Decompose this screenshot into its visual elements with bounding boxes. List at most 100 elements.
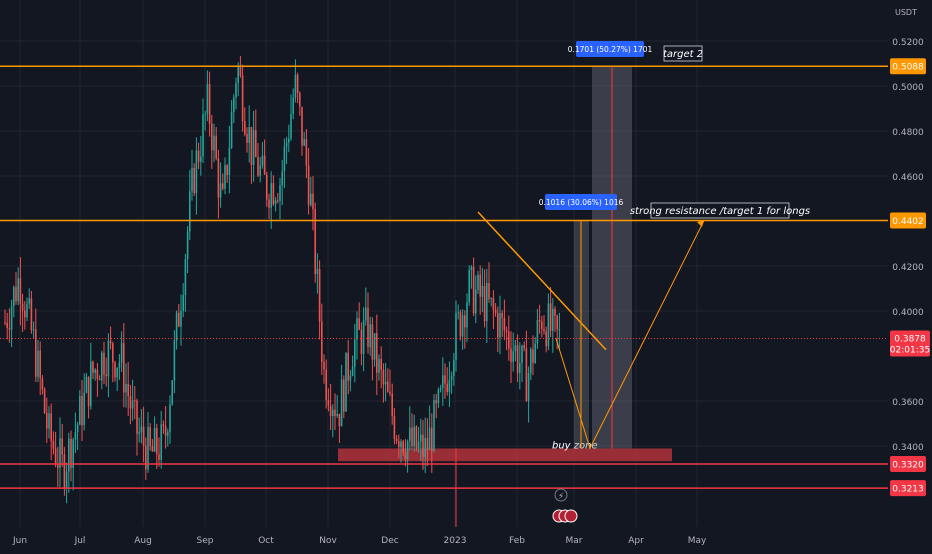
candle-body [65, 471, 68, 488]
y-tick-label-4: 0.4600 [892, 173, 924, 183]
candle-body [503, 317, 506, 331]
candle-body [332, 409, 334, 416]
candle-body [178, 312, 180, 327]
candle-body [171, 380, 173, 405]
candle-body [552, 308, 554, 331]
candle-body [541, 321, 543, 330]
candle-body [409, 427, 411, 442]
measure-label-1: 0.1016 (30.06%) 1016 [539, 198, 624, 207]
candle-body [422, 434, 424, 457]
candle-body [90, 361, 92, 407]
candle-body [519, 363, 521, 373]
candle-body [191, 167, 193, 192]
candle-body [468, 270, 470, 303]
candle-body [274, 200, 277, 205]
candle-body [305, 139, 308, 166]
candle-body [217, 158, 220, 198]
candle-body [50, 413, 52, 442]
axes: 0.3400 0.3600 0.4000 0.4200 0.4600 0.4800 0.50… [12, 8, 924, 546]
x-tick-label-6: Dec [381, 536, 398, 546]
candle-body [257, 156, 259, 176]
candle-body [483, 285, 486, 322]
projection-path [555, 220, 705, 450]
level-tag-text-1: 0.4402 [892, 217, 924, 227]
candle-body [536, 320, 539, 344]
candle-body [158, 454, 160, 460]
candle-body [340, 379, 343, 427]
candle-body [61, 438, 63, 455]
x-tick-label-2: Aug [134, 536, 152, 546]
candle-body [523, 345, 525, 349]
candle-body [204, 113, 206, 115]
candle-body [439, 387, 442, 390]
candle-body [435, 400, 437, 404]
x-tick-label-9: Mar [566, 536, 583, 546]
candle-body [457, 312, 459, 314]
candle-body [127, 383, 129, 397]
candle-body [230, 112, 233, 148]
candle-body [112, 343, 114, 363]
y-tick-label-7: 0.5200 [892, 38, 924, 48]
measure-label-2: 0.1701 (50.27%) 1701 [568, 45, 653, 54]
candle-body [338, 413, 341, 427]
candle-body [420, 434, 422, 442]
candle-body [367, 307, 369, 347]
candle-body [505, 330, 508, 332]
candle-body [8, 328, 11, 330]
candle-body [516, 345, 519, 373]
candle-body [329, 405, 332, 416]
candle-body [411, 427, 413, 447]
candle-body [180, 310, 182, 327]
candle-body [486, 283, 488, 322]
candle-body [52, 441, 55, 449]
candle-body [362, 320, 365, 354]
candle-body [343, 379, 345, 412]
candle-body [74, 432, 77, 440]
candle-body [72, 439, 74, 469]
level-tag-1 [890, 212, 926, 229]
y-tick-label-6: 0.5000 [892, 83, 924, 93]
x-tick-label-5: Nov [319, 536, 337, 546]
annotation-box-1 [663, 45, 703, 62]
candle-body [156, 427, 158, 455]
candle-body [318, 268, 321, 322]
y-tick-label-5: 0.4800 [892, 128, 924, 138]
candle-body [219, 183, 222, 198]
candle-body [417, 441, 420, 449]
candle-body [246, 134, 248, 143]
candle-body [30, 298, 33, 331]
candle-body [455, 313, 457, 361]
candle-body [92, 361, 94, 373]
x-tick-label-4: Oct [258, 536, 274, 546]
candle-body [538, 320, 541, 322]
candle-body [244, 121, 246, 135]
candle-body [4, 322, 6, 324]
candle-body [189, 191, 191, 232]
candle-body [68, 438, 70, 472]
candle-body [103, 352, 105, 375]
candle-body [395, 438, 398, 441]
candle-body [499, 313, 501, 338]
candle-body [131, 400, 134, 409]
candle-body [470, 266, 473, 271]
candle-body [43, 389, 46, 413]
candle-body [123, 343, 125, 393]
candle-body [120, 343, 123, 363]
candle-body [466, 302, 468, 328]
candle-body [428, 427, 431, 450]
annotation-box-2 [650, 202, 790, 219]
candle-body [10, 306, 13, 330]
candle-body [235, 83, 237, 98]
candle-body [549, 303, 552, 331]
y-tick-label-3: 0.4200 [892, 263, 924, 273]
candle-body [134, 400, 136, 402]
candle-body [96, 369, 99, 379]
candle-body [285, 142, 288, 147]
candle-body [224, 165, 226, 189]
us-flag-icon-2 [564, 509, 578, 523]
candle-body [175, 312, 178, 341]
grid [0, 0, 888, 527]
x-tick-label-7: 2023 [444, 536, 467, 546]
